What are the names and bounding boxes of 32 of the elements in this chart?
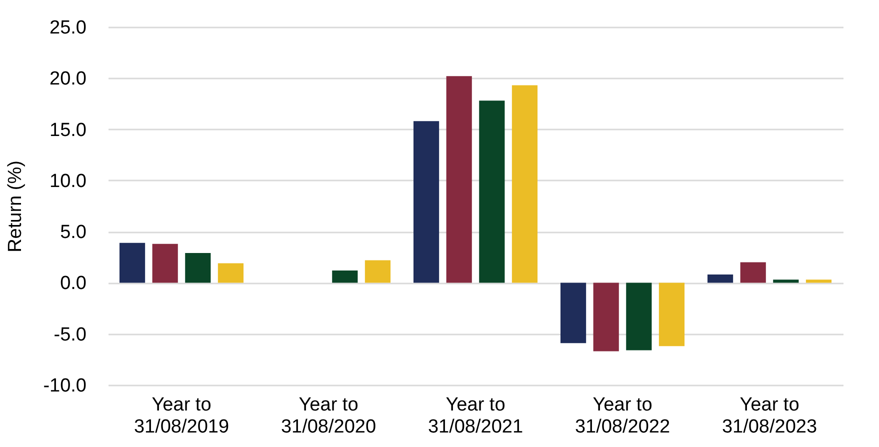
bar — [626, 282, 652, 350]
y-tick-label: 5.0 — [60, 222, 86, 244]
y-tick-label: 20.0 — [50, 68, 86, 90]
bar — [707, 274, 734, 283]
bar — [119, 242, 146, 283]
bar — [512, 85, 538, 283]
bar — [218, 263, 244, 283]
x-tick-label: Year to 31/08/2019 — [134, 394, 230, 438]
y-axis-title: Return (%) — [5, 160, 26, 252]
bar — [332, 270, 358, 283]
bar — [658, 282, 685, 346]
bar — [413, 121, 440, 283]
y-tick-label: 10.0 — [50, 170, 86, 192]
bar — [185, 253, 211, 283]
bar — [152, 244, 178, 283]
y-tick-label: -5.0 — [54, 324, 86, 346]
bar — [740, 262, 766, 283]
x-tick-label: Year to 31/08/2021 — [428, 394, 524, 438]
x-tick-label: Year to 31/08/2023 — [722, 394, 818, 438]
bar — [806, 280, 832, 283]
y-tick-label: 15.0 — [50, 120, 86, 141]
bar — [364, 260, 391, 283]
x-tick-label: Year to 31/08/2020 — [280, 394, 376, 438]
y-tick-label: 25.0 — [50, 18, 86, 38]
bar — [479, 100, 505, 283]
bar — [560, 282, 586, 344]
y-tick-label: -10.0 — [43, 376, 86, 396]
bar — [773, 280, 799, 283]
bar — [446, 76, 472, 283]
x-tick-label: Year to 31/08/2022 — [574, 394, 670, 438]
bar — [593, 282, 619, 352]
y-tick-label: 0.0 — [60, 273, 86, 294]
